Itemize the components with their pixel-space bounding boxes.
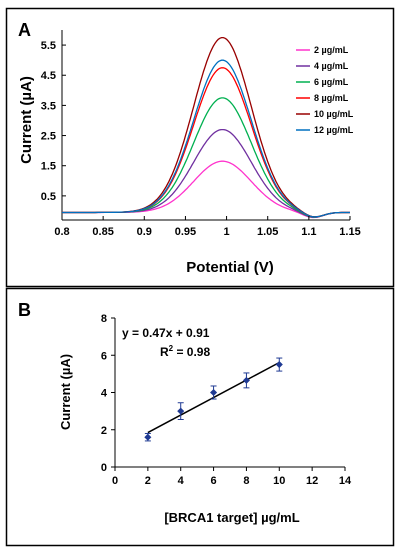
panel-b-frame [5,287,395,547]
panel-a-y-tick-label: 2.5 [41,131,56,143]
panel-b-y-tick-label: 0 [101,462,107,474]
panel-a-frame [5,7,395,288]
panel-b-points [144,357,283,442]
panel-b-data-point [177,407,185,415]
panel-b-r2-label: R [160,345,169,359]
panel-a-y-axis-label: Current (µA) [18,76,35,164]
panel-a-y-tick-label: 4.5 [41,70,56,82]
panel-b-data-point [242,376,250,384]
panel-a-y-tick-label: 5.5 [41,40,56,52]
panel-a-x-tick-label: 0.9 [137,226,152,238]
panel-a-curve [62,97,350,218]
panel-b-x-tick-label: 6 [211,475,217,487]
panel-b-y-tick-label: 2 [101,425,107,437]
panel-a-legend-label: 6 µg/mL [314,77,349,87]
panel-b-r2-sup: 2 [169,344,174,353]
panel-a-y-tick-label: 0.5 [41,191,56,203]
panel-a-curve [62,59,350,218]
panel-a-curve [62,128,350,218]
panel-b-x-tick-label: 0 [112,475,118,487]
panel-b-x-tick-label: 8 [243,475,249,487]
panel-b-y-tick-label: 4 [101,388,108,400]
panel-a-legend-label: 4 µg/mL [314,61,349,71]
panel-b-x-tick-label: 14 [339,475,352,487]
panel-a-legend-label: 12 µg/mL [314,125,354,135]
panel-a-x-tick-label: 1.1 [301,226,316,238]
panel-a-legend-label: 2 µg/mL [314,45,349,55]
panel-a-curve [62,160,350,219]
panel-a-x-tick-label: 0.95 [175,226,196,238]
panel-a-x-tick-label: 1.05 [257,226,278,238]
panel-a-x-tick-label: 0.8 [54,226,69,238]
panel-a-curves [62,36,350,219]
panel-b-r2-value: = 0.98 [173,345,210,359]
panel-a-letter: A [18,20,31,40]
panel-b-data-point [144,433,152,441]
panel-a-x-tick-label: 0.85 [92,226,113,238]
panel-a-plot: 0.8 0.85 0.9 0.95 1 1.05 1.1 1.15 0.5 1.5 2.5 3.5 4.… [41,30,361,238]
panel-b-data-point [275,361,283,369]
panel-a-legend-label: 10 µg/mL [314,109,354,119]
panel-b-plot: 0 2 4 6 8 10 12 14 0 2 4 6 8 [101,313,352,487]
panel-b-y-tick-label: 6 [101,350,107,362]
panel-a-y-tick-label: 3.5 [41,100,56,112]
panel-b-x-tick-label: 4 [178,475,185,487]
panel-b-x-tick-label: 2 [145,475,151,487]
panel-b-y-tick-label: 8 [101,313,107,325]
panel-a-curve [62,36,350,218]
panel-a-y-tick-label: 1.5 [41,161,56,173]
panel-a-x-axis-label: Potential (V) [186,259,274,276]
panel-a-x-tick-label: 1 [224,226,230,238]
panel-a-x-tick-label: 1.15 [339,226,360,238]
panel-b-data-point [210,388,218,397]
panel-b-x-tick-label: 10 [273,475,285,487]
panel-b-x-tick-label: 12 [306,475,318,487]
panel-a-legend: 2 µg/mL 4 µg/mL 6 µg/mL 8 µg/mL 10 µg/mL 12 µ… [296,45,354,135]
panel-b-y-axis-label: Current (µA) [58,354,73,430]
panel-b-ticks: 0 2 4 6 8 10 12 14 0 2 4 6 8 [101,313,352,487]
panel-a-ticks: 0.8 0.85 0.9 0.95 1 1.05 1.1 1.15 0.5 1.5 2.5 3.5 4.… [41,40,361,238]
panel-a-legend-label: 8 µg/mL [314,93,349,103]
panel-b-r2: R2 = 0.98 [160,344,210,359]
panel-b-letter: B [18,300,31,320]
panel-b-equation: y = 0.47x + 0.91 [122,326,210,340]
panel-b-x-axis-label: [BRCA1 target] µg/mL [164,510,299,525]
